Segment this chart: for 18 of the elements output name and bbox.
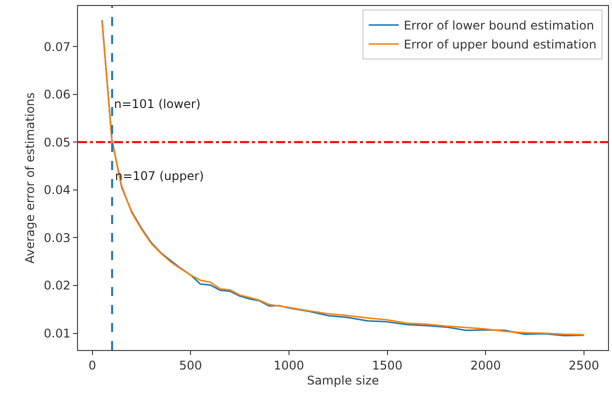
y-tick-label: 0.01 — [44, 326, 70, 340]
y-tick-label: 0.04 — [44, 183, 70, 198]
y-tick-label: 0.02 — [44, 278, 70, 293]
y-axis-title: Average error of estimations — [23, 92, 38, 264]
x-tick-label: 2500 — [568, 358, 600, 372]
x-tick-label: 2000 — [470, 358, 501, 372]
legend-label: Error of upper bound estimation — [404, 38, 596, 52]
y-tick-label: 0.05 — [44, 135, 70, 150]
annotation: n=101 (lower) — [114, 97, 201, 111]
x-tick-label: 1000 — [274, 358, 304, 372]
x-tick-label: 1500 — [372, 358, 403, 372]
y-tick-label: 0.07 — [44, 40, 70, 54]
x-tick-label: 0 — [88, 358, 96, 372]
y-tick-label: 0.06 — [44, 88, 70, 102]
y-tick-label: 0.03 — [44, 230, 70, 245]
x-axis-title: Sample size — [306, 373, 380, 388]
legend-label: Error of lower bound estimation — [404, 18, 594, 33]
x-tick-label: 500 — [179, 358, 202, 372]
